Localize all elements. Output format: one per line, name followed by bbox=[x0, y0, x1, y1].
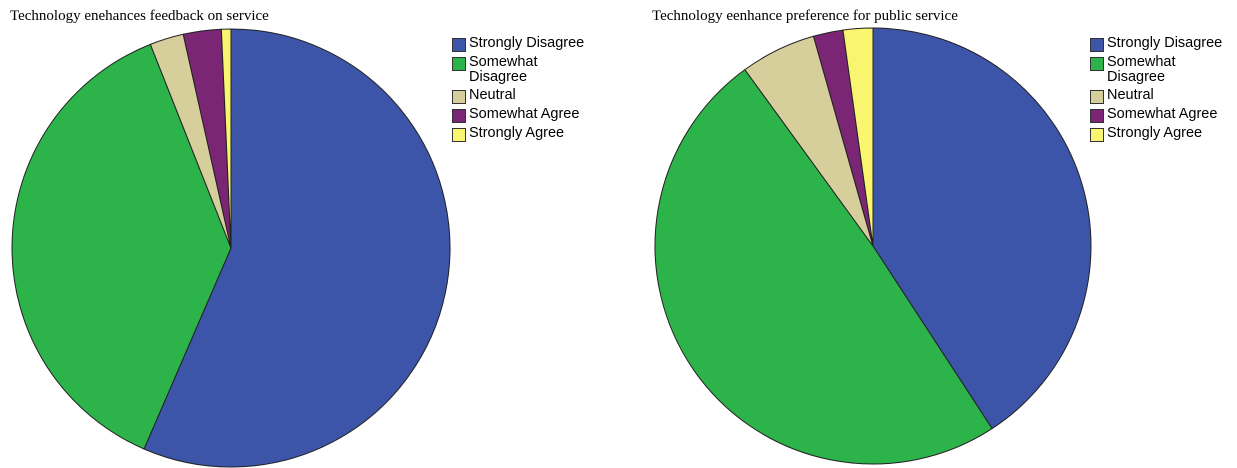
legend-item-strongly-disagree: Strongly Disagree bbox=[452, 36, 599, 52]
pie-slice-strongly-agree bbox=[842, 27, 874, 247]
legend-swatch bbox=[452, 128, 466, 142]
legend-swatch bbox=[1090, 90, 1104, 104]
legend-label: Strongly Disagree bbox=[469, 35, 585, 51]
legend-item-somewhat-agree: Somewhat Agree bbox=[1090, 107, 1237, 123]
legend-swatch bbox=[1090, 109, 1104, 123]
legend-label: Strongly Agree bbox=[469, 125, 565, 141]
legend-item-neutral: Neutral bbox=[452, 88, 599, 104]
legend-swatch bbox=[452, 90, 466, 104]
legend-swatch bbox=[1090, 128, 1104, 142]
legend-swatch bbox=[452, 38, 466, 52]
legend-label: Neutral bbox=[469, 87, 516, 103]
legend-label: Somewhat Disagree bbox=[469, 54, 538, 85]
pie-slice-somewhat-disagree bbox=[654, 68, 993, 465]
pie-slice-strongly-agree bbox=[220, 28, 232, 249]
legend-item-strongly-agree: Strongly Agree bbox=[1090, 126, 1237, 142]
legend-swatch bbox=[1090, 38, 1104, 52]
legend-item-neutral: Neutral bbox=[1090, 88, 1237, 104]
legend-label: Somewhat Disagree bbox=[1107, 54, 1176, 85]
legend-item-strongly-disagree: Strongly Disagree bbox=[1090, 36, 1237, 52]
legend-item-somewhat-agree: Somewhat Agree bbox=[452, 107, 599, 123]
chart-title: Technology eenhance preference for publi… bbox=[652, 8, 958, 24]
pie-slice-strongly-disagree bbox=[872, 27, 1092, 430]
pie-slice-strongly-disagree bbox=[143, 28, 451, 468]
pie-chart-feedback: Technology enehances feedback on service… bbox=[0, 0, 615, 468]
legend: Strongly Disagree Somewhat Disagree Neut… bbox=[1090, 36, 1237, 145]
legend-swatch bbox=[452, 109, 466, 123]
legend-swatch bbox=[1090, 57, 1104, 71]
legend-item-somewhat-disagree: Somewhat Disagree bbox=[452, 55, 599, 85]
legend-item-somewhat-disagree: Somewhat Disagree bbox=[1090, 55, 1237, 85]
legend-label: Somewhat Agree bbox=[1107, 106, 1218, 122]
legend-label: Strongly Agree bbox=[1107, 125, 1203, 141]
pie-plot bbox=[11, 28, 451, 468]
legend: Strongly Disagree Somewhat Disagree Neut… bbox=[452, 36, 599, 145]
pie-slice-somewhat-disagree bbox=[11, 43, 232, 450]
chart-title: Technology enehances feedback on service bbox=[10, 8, 269, 24]
legend-label: Somewhat Agree bbox=[469, 106, 580, 122]
legend-label: Strongly Disagree bbox=[1107, 35, 1223, 51]
legend-item-strongly-agree: Strongly Agree bbox=[452, 126, 599, 142]
pie-plot bbox=[654, 27, 1092, 465]
legend-label: Neutral bbox=[1107, 87, 1154, 103]
pie-chart-preference: Technology eenhance preference for publi… bbox=[640, 0, 1237, 468]
legend-swatch bbox=[452, 57, 466, 71]
